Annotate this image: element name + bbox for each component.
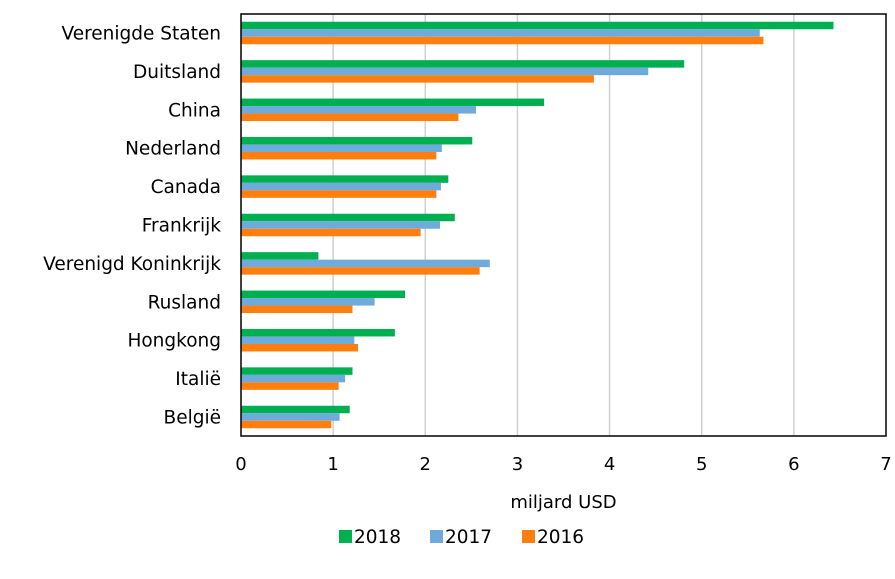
category-label: China <box>168 100 221 121</box>
category-labels: Verenigde Staten Duitsland China Nederland C… <box>43 24 221 429</box>
bar-2016-nederland <box>241 151 437 160</box>
legend-swatch-2017 <box>430 530 443 543</box>
bar-2017-hongkong <box>241 336 355 344</box>
bar-2017-italië <box>241 374 346 383</box>
bar-2018-nederland <box>241 136 473 145</box>
category-label: Duitsland <box>133 62 221 83</box>
bar-2017-verenigde-staten <box>241 29 760 37</box>
x-tick-label-3: 3 <box>512 454 523 475</box>
x-tick-labels: 0 1 2 3 4 5 6 7 <box>235 454 891 475</box>
bar-2018-belgië <box>241 405 350 414</box>
bar-2017-belgië <box>241 413 340 421</box>
bar-2018-rusland <box>241 290 406 299</box>
category-label: Verenigde Staten <box>62 24 222 45</box>
bar-2018-verenigde-staten <box>241 21 834 30</box>
bar-2018-italië <box>241 367 353 375</box>
bar-2016-rusland <box>241 305 353 314</box>
x-tick-label-1: 1 <box>327 454 338 475</box>
bar-2018-duitsland <box>241 60 685 68</box>
bar-2016-verenigde-staten <box>241 36 764 45</box>
category-label: Nederland <box>125 139 221 160</box>
legend: 2018 2017 2016 <box>339 527 584 548</box>
bar-2017-duitsland <box>241 67 649 76</box>
legend-label-2018: 2018 <box>354 527 401 548</box>
bar-2017-nederland <box>241 144 442 152</box>
bar-2018-china <box>241 98 545 107</box>
bar-2016-frankrijk <box>241 228 421 237</box>
bar-2018-hongkong <box>241 328 395 337</box>
x-tick-label-0: 0 <box>235 454 246 475</box>
bars <box>241 21 834 429</box>
plot-area-frame <box>240 13 887 437</box>
bar-2016-duitsland <box>241 75 594 83</box>
bar-2016-verenigd-koninkrijk <box>241 267 480 275</box>
legend-swatch-2018 <box>339 530 352 543</box>
bar-2017-canada <box>241 182 441 191</box>
x-tick-label-6: 6 <box>788 454 799 475</box>
category-label: Italië <box>175 369 221 390</box>
bar-2017-verenigd-koninkrijk <box>241 259 490 268</box>
bar-2016-belgië <box>241 420 332 429</box>
category-label: Hongkong <box>127 331 221 352</box>
bar-2017-rusland <box>241 298 375 306</box>
bar-2017-frankrijk <box>241 221 441 229</box>
bar-2016-hongkong <box>241 343 359 352</box>
category-label: Verenigd Koninkrijk <box>43 254 221 275</box>
bar-2017-china <box>241 106 476 114</box>
bar-2016-canada <box>241 190 437 198</box>
category-label: Frankrijk <box>142 216 222 237</box>
bar-2018-frankrijk <box>241 213 455 222</box>
bar-2016-china <box>241 113 459 122</box>
bar-2016-italië <box>241 382 339 390</box>
bar-2018-verenigd-koninkrijk <box>241 252 319 260</box>
x-tick-label-2: 2 <box>420 454 431 475</box>
legend-swatch-2016 <box>522 530 535 543</box>
x-axis-title: miljard USD <box>510 492 616 513</box>
x-tick-label-4: 4 <box>604 454 615 475</box>
legend-label-2017: 2017 <box>445 527 492 548</box>
category-label: Rusland <box>148 292 221 313</box>
category-label: Canada <box>151 177 221 198</box>
category-label: België <box>164 408 221 429</box>
x-tick-label-7: 7 <box>880 454 891 475</box>
legend-label-2016: 2016 <box>537 527 584 548</box>
x-tick-label-5: 5 <box>696 454 707 475</box>
bar-2018-canada <box>241 175 449 183</box>
gridlines <box>332 14 795 436</box>
